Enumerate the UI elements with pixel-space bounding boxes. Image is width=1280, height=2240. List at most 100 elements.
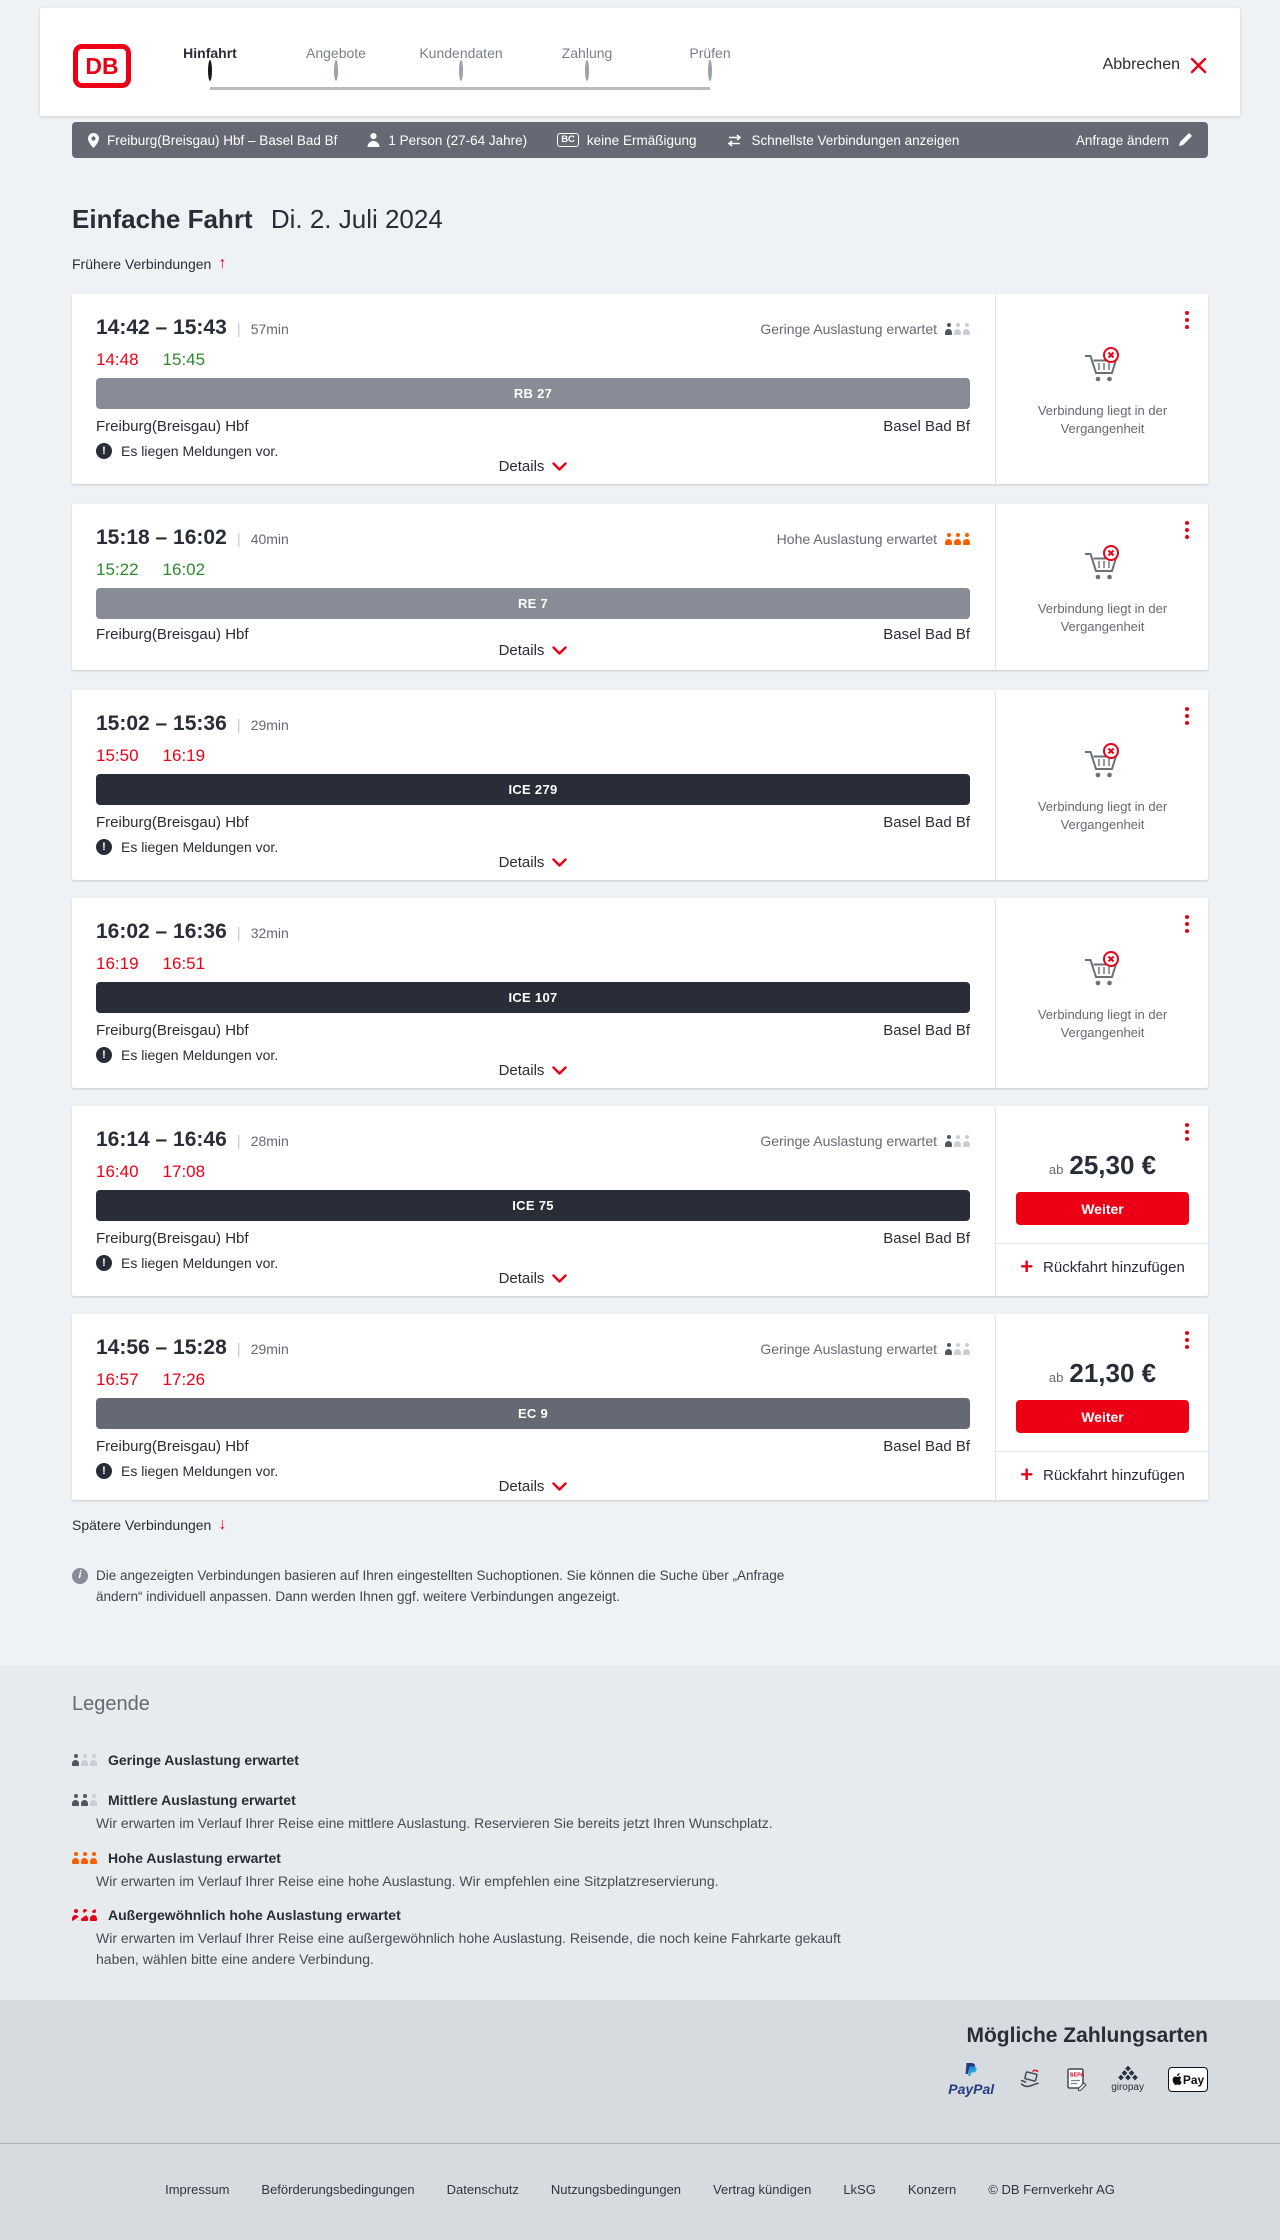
stations-row: Freiburg(Breisgau) Hbf Basel Bad Bf [96, 814, 970, 831]
occupancy-low-icon [72, 1754, 97, 1766]
footer-copyright: © DB Fernverkehr AG [988, 2182, 1115, 2197]
overflow-menu-button[interactable] [1181, 911, 1193, 940]
details-label: Details [498, 1270, 545, 1287]
occupancy-label: Geringe Auslastung erwartet [760, 1341, 937, 1357]
card-action-panel: Verbindung liegt in der Vergangenheit [995, 504, 1209, 670]
duration-separator: | [236, 531, 241, 548]
occupancy-indicator: Geringe Auslastung erwartet [760, 1133, 970, 1149]
panel-divider [996, 1243, 1209, 1244]
add-return-trip-button[interactable]: + Rückfahrt hinzufügen [996, 1464, 1209, 1486]
connection-times: 15:02 – 15:36 [96, 712, 227, 735]
legend-item-label: Hohe Auslastung erwartet [108, 1850, 281, 1866]
add-return-trip-button[interactable]: + Rückfahrt hinzufügen [996, 1256, 1209, 1278]
overflow-menu-button[interactable] [1181, 1327, 1193, 1356]
destination-station: Basel Bad Bf [883, 1438, 970, 1455]
footer-link-vertrag-kuendigen[interactable]: Vertrag kündigen [713, 2182, 812, 2197]
connection-duration: 29min [250, 1341, 289, 1357]
legend-item-label: Mittlere Auslastung erwartet [108, 1792, 296, 1808]
warning-icon: ! [96, 839, 112, 855]
occupancy-indicator: Hohe Auslastung erwartet [777, 531, 970, 547]
swap-arrows-icon [728, 133, 742, 147]
footer-link-befoerderungsbedingungen[interactable]: Beförderungsbedingungen [261, 2182, 415, 2197]
route-summary: Freiburg(Breisgau) Hbf – Basel Bad Bf [88, 132, 337, 148]
footer-link-datenschutz[interactable]: Datenschutz [446, 2182, 519, 2197]
origin-station: Freiburg(Breisgau) Hbf [96, 418, 249, 435]
connection-duration: 28min [250, 1133, 289, 1149]
card-action-panel: ab 21,30 € Weiter + Rückfahrt hinzufügen [995, 1314, 1209, 1500]
origin-station: Freiburg(Breisgau) Hbf [96, 814, 249, 831]
duration-separator: | [236, 1133, 241, 1150]
occupancy-indicator: Geringe Auslastung erwartet [760, 321, 970, 337]
price-row: ab 21,30 € [996, 1358, 1209, 1389]
connection-card: 15:18 – 16:02 | 40min Hohe Auslastung er… [72, 504, 1208, 670]
train-number: EC 9 [517, 1406, 549, 1421]
connection-duration: 29min [250, 717, 289, 733]
duration-separator: | [236, 321, 241, 338]
overflow-menu-button[interactable] [1181, 1119, 1193, 1148]
past-connection-note: Verbindung liegt in der Vergangenheit [1037, 799, 1168, 832]
later-connections-link[interactable]: Spätere Verbindungen ↓ [72, 1516, 226, 1534]
origin-station: Freiburg(Breisgau) Hbf [96, 1022, 249, 1039]
discount-summary: BC keine Ermäßigung [557, 133, 696, 148]
details-button[interactable]: Details [96, 642, 970, 659]
header: DB Hinfahrt Angebote Kundendaten Zahlung… [40, 8, 1240, 116]
credit-card-icon [1018, 2068, 1043, 2092]
details-button[interactable]: Details [96, 458, 970, 475]
journey-date: Di. 2. Juli 2024 [270, 204, 443, 234]
earlier-connections-link[interactable]: Frühere Verbindungen ↑ [72, 255, 226, 273]
step-kundendaten: Kundendaten [391, 45, 531, 81]
step-label: Angebote [306, 45, 366, 61]
fastest-connections-toggle[interactable]: Schnellste Verbindungen anzeigen [726, 133, 959, 148]
footer-link-nutzungsbedingungen[interactable]: Nutzungsbedingungen [550, 2182, 682, 2197]
cancel-label: Abbrechen [1102, 56, 1180, 73]
cart-unavailable-icon [1084, 545, 1119, 580]
details-button[interactable]: Details [96, 1270, 970, 1287]
connection-times: 15:18 – 16:02 [96, 526, 227, 549]
footer-link-lksg[interactable]: LkSG [843, 2182, 876, 2197]
add-return-trip-label: Rückfahrt hinzufügen [1043, 1466, 1185, 1484]
legend-item-description: Wir erwarten im Verlauf Ihrer Reise eine… [96, 1873, 719, 1889]
step-indicator [459, 60, 463, 81]
realtime-departure: 15:22 [96, 560, 139, 579]
occupancy-low-icon [945, 323, 970, 335]
footer-link-impressum[interactable]: Impressum [165, 2182, 230, 2197]
legend-item-medium: Mittlere Auslastung erwartet [72, 1792, 296, 1808]
apple-pay-label: Pay [1182, 2072, 1205, 2087]
connection-card: 14:42 – 15:43 | 57min Geringe Auslastung… [72, 294, 1208, 484]
continue-button[interactable]: Weiter [1016, 1192, 1189, 1225]
details-button[interactable]: Details [96, 854, 970, 871]
stations-row: Freiburg(Breisgau) Hbf Basel Bad Bf [96, 626, 970, 643]
card-action-panel: Verbindung liegt in der Vergangenheit [995, 898, 1209, 1088]
destination-station: Basel Bad Bf [883, 626, 970, 643]
past-connection-panel: Verbindung liegt in der Vergangenheit [996, 742, 1209, 833]
past-connection-panel: Verbindung liegt in der Vergangenheit [996, 950, 1209, 1041]
pencil-icon [1179, 133, 1192, 146]
add-return-trip-label: Rückfahrt hinzufügen [1043, 1258, 1185, 1276]
train-number: ICE 75 [512, 1198, 554, 1213]
continue-button[interactable]: Weiter [1016, 1400, 1189, 1433]
step-indicator [585, 60, 589, 81]
step-label: Prüfen [689, 45, 731, 61]
details-button[interactable]: Details [96, 1062, 970, 1079]
payment-methods-section: Mögliche Zahlungsarten PayPal SEPA [0, 2000, 1280, 2143]
legend-item-description: Wir erwarten im Verlauf Ihrer Reise eine… [96, 1930, 841, 1967]
overflow-menu-button[interactable] [1181, 307, 1193, 336]
overflow-menu-button[interactable] [1181, 517, 1193, 546]
change-request-button[interactable]: Anfrage ändern [1076, 133, 1192, 148]
destination-station: Basel Bad Bf [883, 814, 970, 831]
details-button[interactable]: Details [96, 1478, 970, 1495]
origin-station: Freiburg(Breisgau) Hbf [96, 1230, 249, 1247]
details-label: Details [498, 642, 545, 659]
search-options-note-text: Die angezeigten Verbindungen basieren au… [96, 1568, 785, 1604]
cart-unavailable-icon [1084, 743, 1119, 778]
duration-separator: | [236, 717, 241, 734]
connection-duration: 57min [250, 321, 289, 337]
connection-duration: 40min [250, 531, 289, 547]
times-row: 14:42 – 15:43 | 57min Geringe Auslastung… [96, 316, 970, 340]
bahncard-icon: BC [557, 132, 579, 148]
footer-link-konzern[interactable]: Konzern [907, 2182, 957, 2197]
realtime-departure: 16:40 [96, 1162, 139, 1181]
overflow-menu-button[interactable] [1181, 703, 1193, 732]
cancel-button[interactable]: Abbrechen [1103, 56, 1207, 74]
step-label: Hinfahrt [183, 45, 237, 61]
